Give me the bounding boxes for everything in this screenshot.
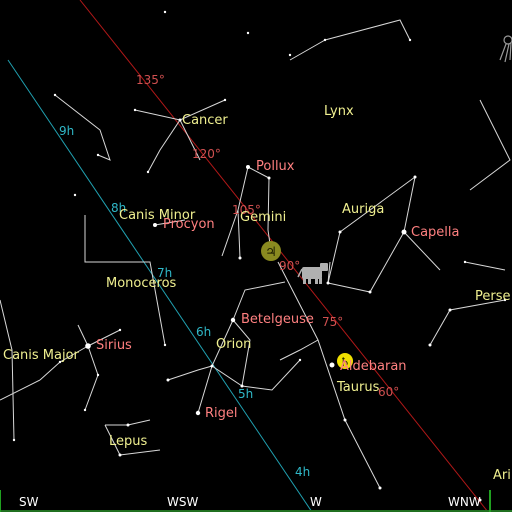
direction-label-sw: SW — [19, 495, 39, 509]
star-label-procyon: Procyon — [163, 217, 215, 232]
constellation-label-lynx: Lynx — [324, 104, 354, 119]
ra-label-7h: 7h — [157, 266, 172, 280]
direction-label-wsw: WSW — [167, 495, 198, 509]
constellation-label-canis-major: Canis Major — [3, 348, 80, 363]
comet-icon[interactable] — [499, 35, 512, 63]
cow-icon[interactable] — [297, 263, 328, 284]
constellation-label-aries: Ari — [493, 468, 511, 483]
star-label-capella: Capella — [411, 225, 459, 240]
ra-label-4h: 4h — [295, 465, 310, 479]
jupiter-marker[interactable]: ♃ — [261, 241, 281, 261]
direction-label-w: W — [310, 495, 322, 509]
constellation-label-orion: Orion — [216, 337, 251, 352]
star-dots — [12, 10, 507, 502]
constellation-label-cancer: Cancer — [182, 113, 228, 128]
ecliptic-label-75: 75° — [322, 315, 343, 329]
ra-label-8h: 8h — [111, 201, 126, 215]
constellation-label-monoceros: Monoceros — [106, 276, 177, 291]
ecliptic-line — [79, 0, 489, 512]
ra-label-9h: 9h — [59, 124, 74, 138]
constellation-label-gemini: Gemini — [240, 210, 286, 225]
ecliptic-label-90: 90° — [279, 259, 300, 273]
constellation-label-perseus: Perse — [475, 289, 511, 304]
celestial-equator — [7, 59, 313, 512]
star-label-betelgeuse: Betelgeuse — [241, 312, 314, 327]
star-label-sirius: Sirius — [96, 338, 132, 353]
ecliptic-label-120: 120° — [192, 147, 221, 161]
constellation-label-canis-minor: Canis Minor — [119, 208, 196, 223]
jupiter-symbol: ♃ — [265, 245, 277, 260]
direction-label-wnw: WNW — [448, 495, 481, 509]
horizon — [0, 490, 512, 512]
saturn-symbol: ♄ — [340, 355, 351, 369]
star-label-aldebaran: Aldebaran — [340, 359, 407, 374]
ecliptic-label-105: 105° — [232, 203, 261, 217]
ra-label-5h: 5h — [238, 387, 253, 401]
star-label-rigel: Rigel — [205, 406, 238, 421]
constellation-label-taurus: Taurus — [336, 380, 380, 395]
ecliptic-label-60: 60° — [378, 385, 399, 399]
saturn-marker[interactable]: ♄ — [337, 353, 353, 369]
ra-label-6h: 6h — [196, 325, 211, 339]
ecliptic-label-135: 135° — [136, 73, 165, 87]
constellation-label-lepus: Lepus — [109, 434, 148, 449]
constellation-label-auriga: Auriga — [342, 202, 384, 217]
star-label-pollux: Pollux — [256, 159, 295, 174]
constellation-lines — [0, 19, 511, 489]
